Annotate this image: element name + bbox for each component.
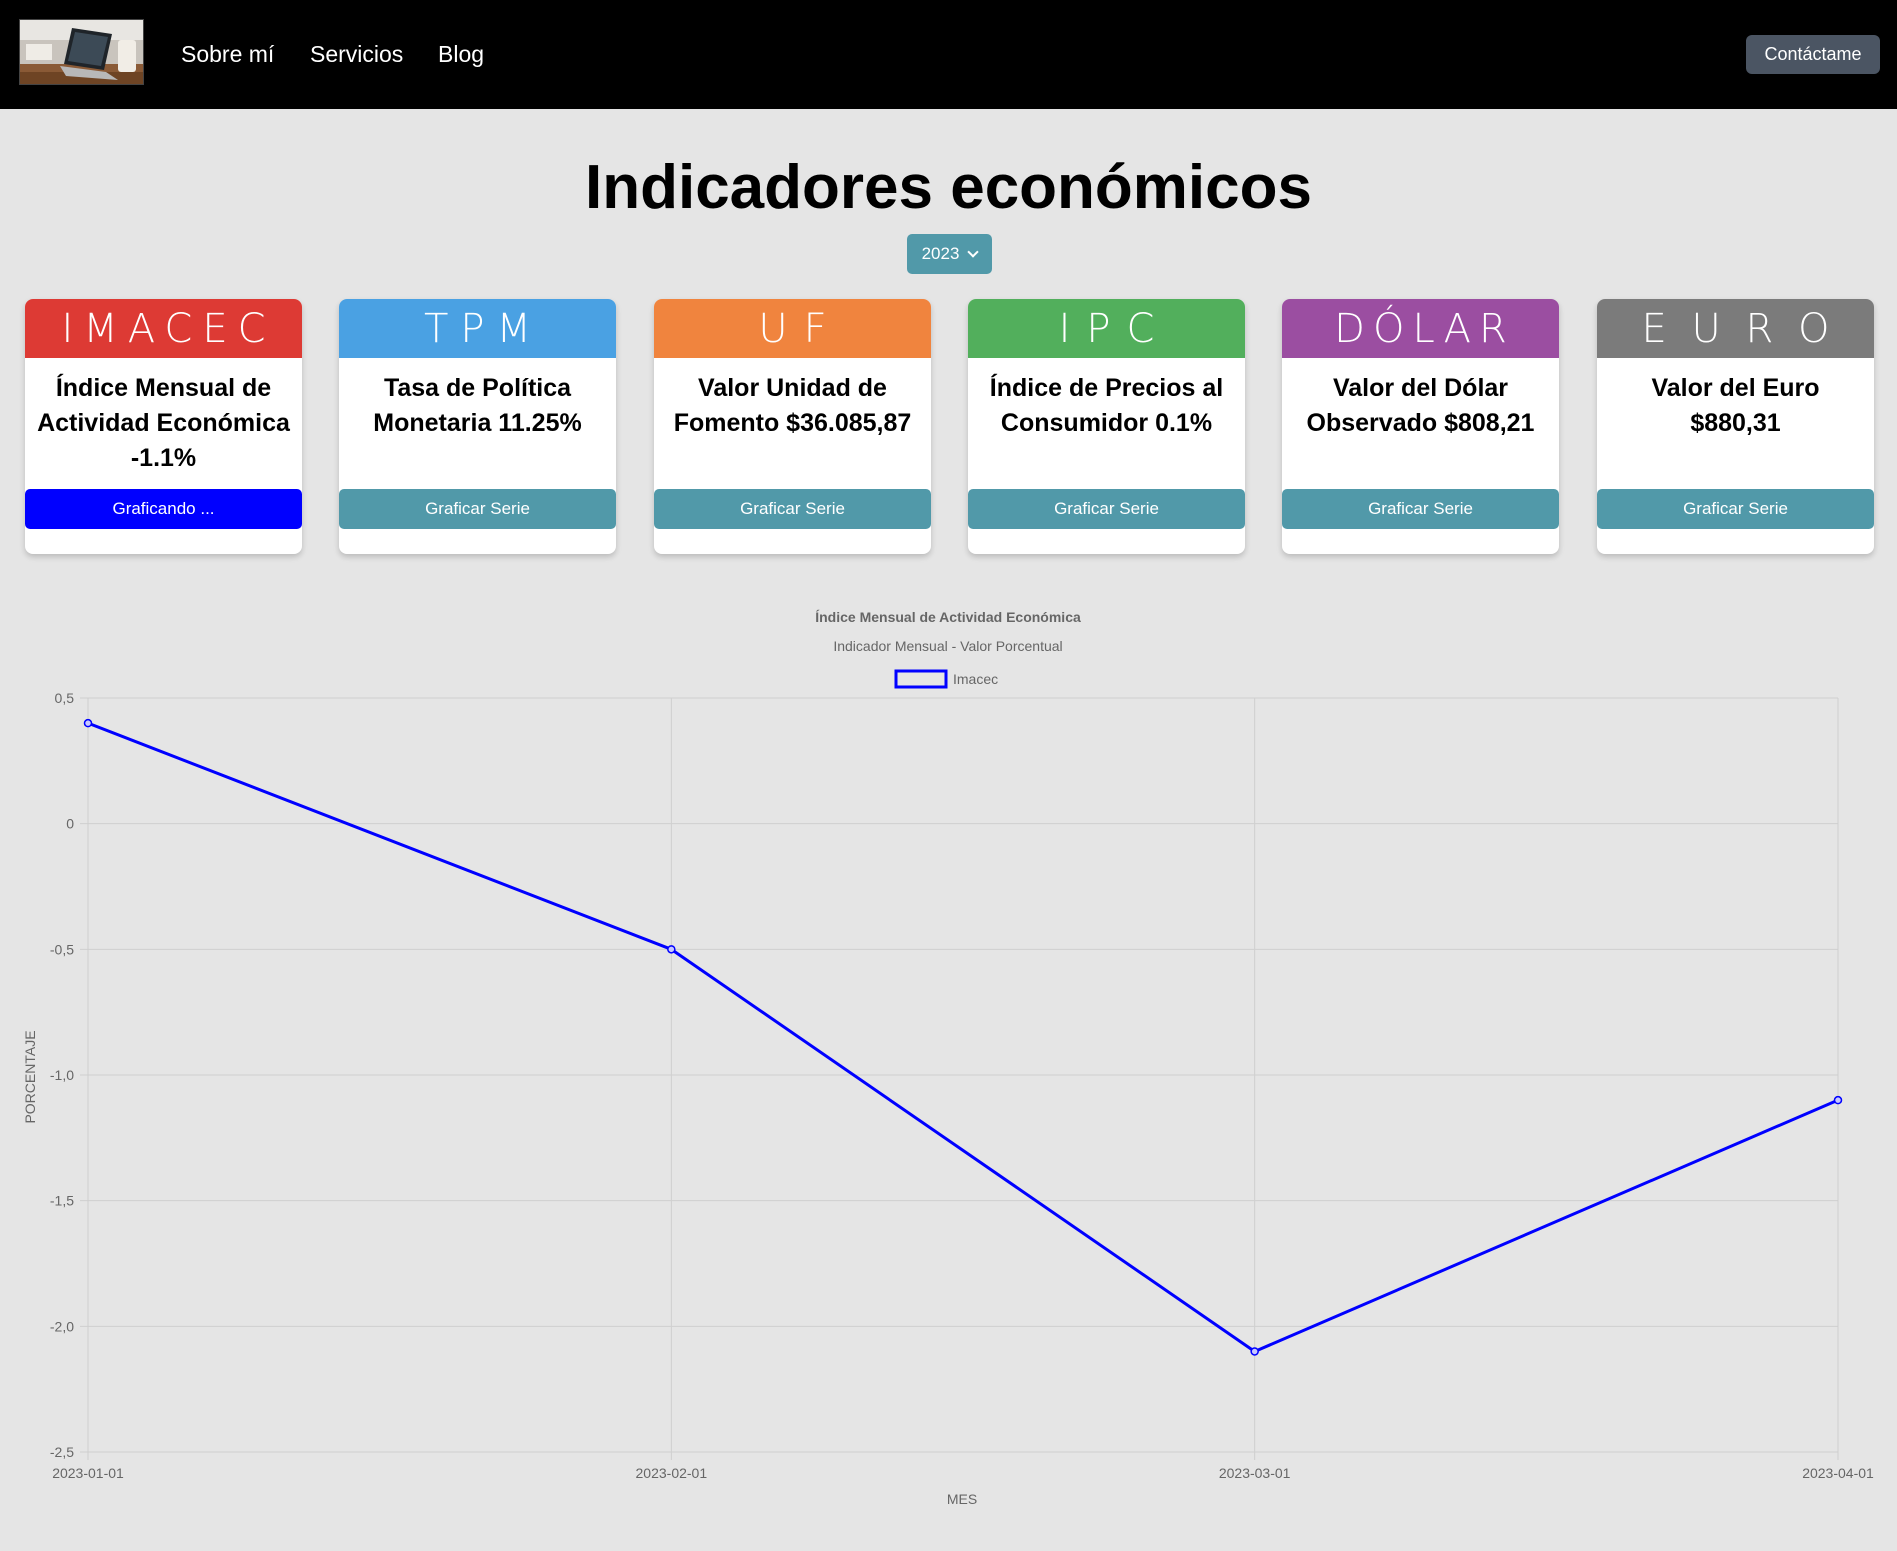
plot-button-ipc[interactable]: Graficar Serie [968,489,1245,529]
logo-image[interactable] [19,19,144,85]
plot-button-euro[interactable]: Graficar Serie [1597,489,1874,529]
plot-button-tpm[interactable]: Graficar Serie [339,489,616,529]
imacec-line-chart: Índice Mensual de Actividad Económica In… [22,609,1874,1507]
card-title-dolar: DÓLAR [1334,305,1515,352]
nav-link-blog[interactable]: Blog [438,41,485,67]
card-header-tpm: TPM [339,299,616,358]
card-description-euro: Valor del Euro $880,31 [1651,374,1820,437]
card-title-ipc: IPC [1058,305,1171,352]
x-axis-label: MES [947,1491,977,1507]
year-select-value: 2023 [921,244,960,263]
card-header-euro: E U R O [1597,299,1874,358]
x-tick-label: 2023-01-01 [52,1465,124,1481]
card-header-ipc: IPC [968,299,1245,358]
card-ipc: IPC Índice de Precios al Consumidor 0.1%… [968,299,1245,554]
y-axis: 0,5 0 -0,5 -1,0 -1,5 -2,0 -2,5 [50,690,74,1460]
y-tick-label: -1,5 [50,1193,74,1209]
legend-label[interactable]: Imacec [953,671,998,687]
navbar: Sobre mí Servicios Blog Contáctame [0,0,1897,109]
chevron-down-icon [967,246,980,258]
x-tick-label: 2023-04-01 [1802,1465,1874,1481]
nav-link-servicios[interactable]: Servicios [310,41,404,67]
x-axis: 2023-01-01 2023-02-01 2023-03-01 2023-04-01 [52,1465,1874,1481]
card-title-uf: UF [758,305,843,352]
y-tick-label: -2,5 [50,1444,74,1460]
contact-button[interactable]: Contáctame [1746,35,1880,74]
card-title-imacec: IMACEC [61,305,276,352]
card-tpm: TPM Tasa de Política Monetaria 11.25% Gr… [339,299,616,554]
y-tick-label: -0,5 [50,941,74,957]
card-description-dolar: Valor del Dólar Observado $808,21 [1306,374,1535,437]
card-dolar: DÓLAR Valor del Dólar Observado $808,21 … [1282,299,1559,554]
card-header-imacec: IMACEC [25,299,302,358]
data-point [667,945,676,954]
chart-grid [80,697,1839,1460]
y-tick-label: -1,0 [50,1067,74,1083]
nav-link-sobre-mi[interactable]: Sobre mí [181,41,275,67]
card-imacec: IMACEC Índice Mensual de Actividad Econó… [25,299,302,554]
card-header-uf: UF [654,299,931,358]
chart-title: Índice Mensual de Actividad Económica [815,609,1081,625]
page-title: Indicadores económicos [585,153,1312,222]
laptop-photo-icon [20,20,143,84]
x-tick-label: 2023-02-01 [636,1465,708,1481]
card-description-imacec: Índice Mensual de Actividad Económica -1… [37,374,290,472]
plot-button-uf[interactable]: Graficar Serie [654,489,931,529]
card-description-ipc: Índice de Precios al Consumidor 0.1% [989,374,1224,437]
data-point [83,718,93,728]
data-point [1250,1347,1259,1356]
series-imacec [83,718,1843,1356]
card-title-euro: E U R O [1641,305,1836,352]
card-description-uf: Valor Unidad de Fomento $36.085,87 [673,374,912,437]
year-select[interactable]: 2023 [907,234,992,274]
y-tick-label: 0 [66,816,74,832]
y-axis-label: PORCENTAJE [22,1030,38,1123]
card-euro: E U R O Valor del Euro $880,31 Graficar … [1597,299,1874,554]
legend-swatch[interactable] [894,669,948,689]
plot-button-dolar[interactable]: Graficar Serie [1282,489,1559,529]
y-tick-label: -2,0 [50,1318,74,1334]
card-header-dolar: DÓLAR [1282,299,1559,358]
card-uf: UF Valor Unidad de Fomento $36.085,87 Gr… [654,299,931,554]
x-tick-label: 2023-03-01 [1219,1465,1291,1481]
chart-subtitle: Indicador Mensual - Valor Porcentual [833,638,1062,654]
series-line [87,721,1839,1353]
card-description-tpm: Tasa de Política Monetaria 11.25% [373,374,582,437]
plot-button-imacec[interactable]: Graficando ... [25,489,302,529]
data-point [1833,1095,1843,1105]
card-title-tpm: TPM [423,305,544,352]
y-tick-label: 0,5 [55,690,75,706]
